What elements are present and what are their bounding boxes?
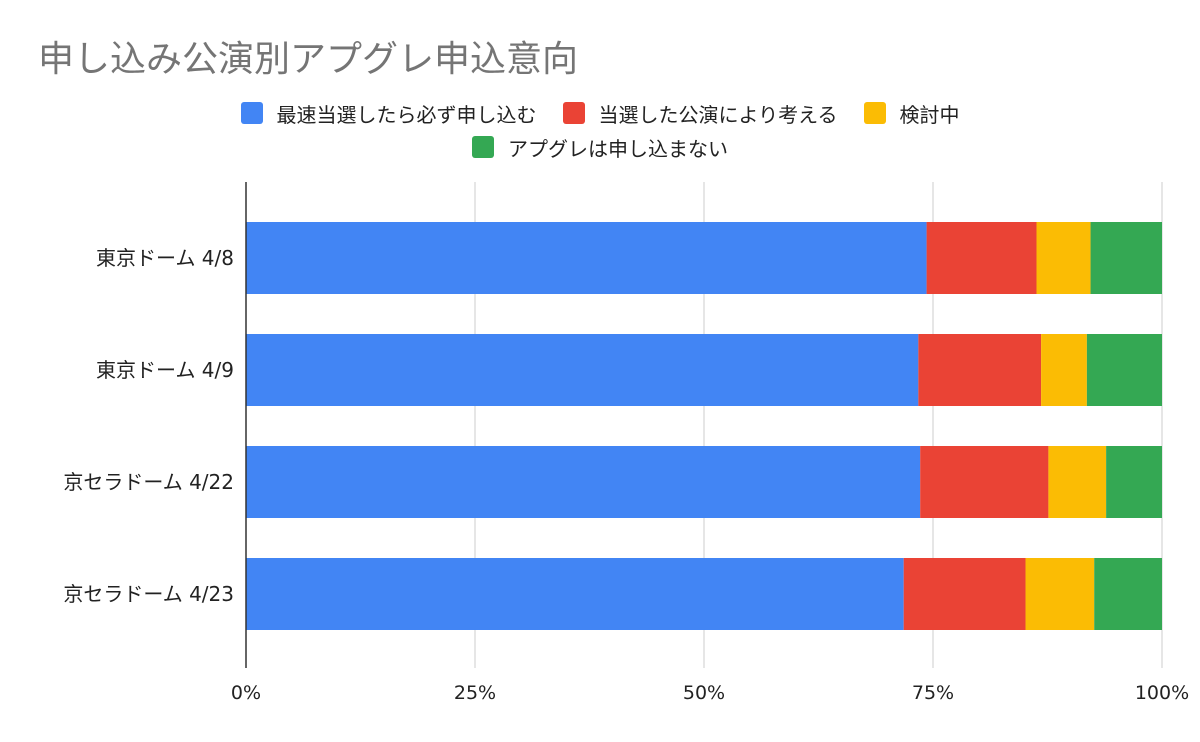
bar-segment[interactable] [246,446,921,518]
legend-label: 検討中 [899,102,960,127]
category-label: 京セラドーム 4/22 [63,470,234,494]
bar-segment[interactable] [246,558,904,630]
category-label: 京セラドーム 4/23 [63,582,234,606]
bar-segment[interactable] [1025,558,1095,630]
bar-segment[interactable] [246,222,927,294]
x-tick-label: 25% [454,682,496,704]
bar-segment[interactable] [1086,334,1162,406]
legend-label: 最速当選したら必ず申し込む [276,102,537,127]
legend-item-considering[interactable]: 検討中 [863,99,960,128]
x-tick-label: 50% [683,682,725,704]
bar-segment[interactable] [1106,446,1162,518]
x-tick-label: 100% [1135,682,1189,704]
bar-segment[interactable] [1048,446,1107,518]
x-tick-label: 0% [231,682,261,704]
bar-segment[interactable] [1094,558,1162,630]
bar-segment[interactable] [1090,222,1162,294]
legend-row-1: 最速当選したら必ず申し込む 当選した公演により考える 検討中 [0,96,1200,130]
legend-swatch-red [562,102,585,124]
legend-swatch-blue [240,102,263,124]
bar-segment[interactable] [926,222,1037,294]
category-label: 東京ドーム 4/9 [96,358,234,382]
legend-label: 当選した公演により考える [598,102,838,127]
bar-segment[interactable] [1041,334,1087,406]
bar-segment[interactable] [903,558,1026,630]
legend-label: アプグレは申し込まない [508,136,728,161]
bar-segment[interactable] [246,334,919,406]
legend-item-must-apply[interactable]: 最速当選したら必ず申し込む [240,99,537,128]
legend-swatch-yellow [863,102,886,124]
bar-segment[interactable] [918,334,1042,406]
chart-title: 申し込み公演別アプグレ申込意向 [38,39,579,80]
bar-segment[interactable] [920,446,1049,518]
bar-segment[interactable] [1036,222,1091,294]
legend-item-not-applying[interactable]: アプグレは申し込まない [472,133,728,162]
legend-swatch-green [472,136,494,158]
category-label: 東京ドーム 4/8 [96,246,234,270]
legend-row-2: アプグレは申し込まない [0,130,1200,164]
legend: 最速当選したら必ず申し込む 当選した公演により考える 検討中 アプグレは申し込ま… [0,96,1200,164]
legend-item-depends-on-show[interactable]: 当選した公演により考える [562,99,838,128]
x-tick-label: 75% [912,682,954,704]
